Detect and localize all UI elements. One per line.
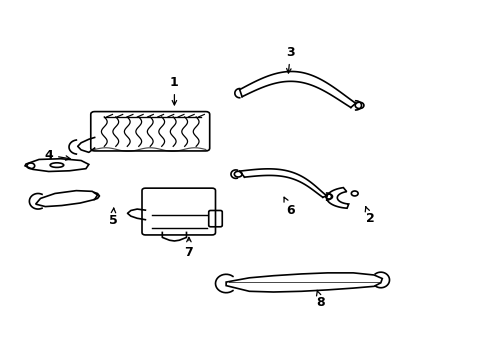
Text: 2: 2 bbox=[365, 207, 374, 225]
Text: 5: 5 bbox=[108, 208, 117, 227]
Text: 8: 8 bbox=[316, 290, 325, 309]
Text: 4: 4 bbox=[44, 149, 70, 162]
Text: 7: 7 bbox=[184, 237, 193, 259]
Text: 3: 3 bbox=[285, 46, 294, 73]
Text: 1: 1 bbox=[170, 76, 179, 105]
Text: 6: 6 bbox=[284, 197, 294, 217]
